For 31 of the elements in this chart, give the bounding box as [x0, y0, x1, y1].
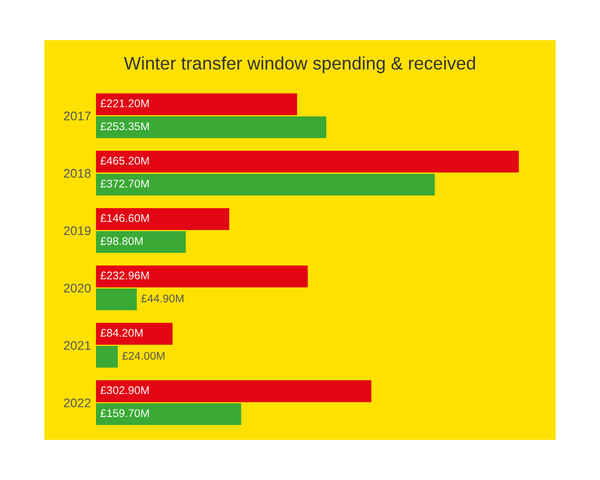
data-label: £302.90M — [100, 386, 149, 394]
bar — [96, 174, 435, 196]
y-tick-label: 2022 — [64, 398, 91, 408]
data-label: £465.20M — [100, 156, 149, 165]
data-label: £98.80M — [100, 237, 143, 245]
y-tick-label: 2020 — [64, 284, 91, 293]
data-label: £232.96M — [100, 272, 149, 280]
bar — [96, 116, 326, 138]
bar — [96, 266, 308, 288]
data-label: £44.90M — [141, 294, 184, 302]
y-tick-label: 2018 — [64, 168, 91, 178]
bar — [96, 231, 186, 253]
data-label: £221.20M — [100, 99, 149, 108]
bar — [96, 322, 173, 345]
bar — [96, 288, 137, 310]
bar — [96, 150, 519, 173]
data-label: £146.60M — [100, 214, 149, 222]
bar — [96, 403, 242, 426]
bar — [96, 208, 230, 230]
data-label: £159.70M — [100, 409, 149, 418]
data-label: £84.20M — [100, 328, 143, 337]
data-label: £372.70M — [100, 180, 149, 188]
y-tick-label: 2021 — [64, 341, 91, 350]
bar — [96, 380, 372, 402]
data-label: £24.00M — [122, 352, 164, 360]
chart-title: Winter transfer window spending & received — [124, 56, 475, 74]
data-label: £253.35M — [100, 122, 149, 130]
y-tick-label: 2019 — [64, 226, 91, 236]
y-tick-label: 2017 — [64, 112, 91, 120]
bar — [96, 346, 118, 368]
bar — [96, 93, 298, 116]
